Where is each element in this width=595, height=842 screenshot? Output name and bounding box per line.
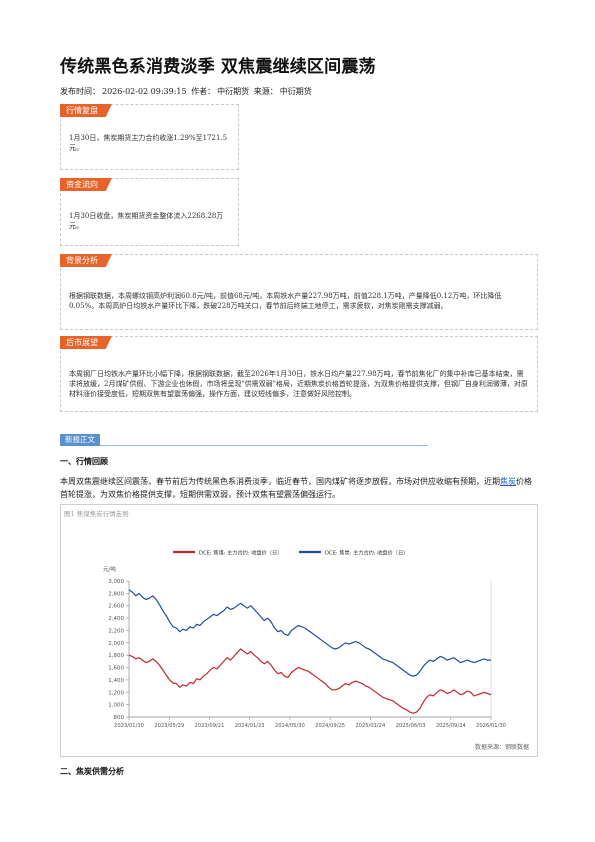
x-tick-label: 2026/01/30 bbox=[476, 723, 506, 729]
x-tick-label: 2023/05/29 bbox=[154, 723, 184, 729]
fund-flow-box: 资金流向 1月30日收盘，焦炭期货资金整体流入2268.28万元。 bbox=[60, 178, 239, 246]
fund-flow-text: 1月30日收盘，焦炭期货资金整体流入2268.28万元。 bbox=[69, 212, 224, 230]
y-tick-label: 1,800 bbox=[108, 653, 124, 659]
outlook-box: 后市展望 本周钢厂日均铁水产量环比小幅下降，根据钢联数据，截至2026年1月30… bbox=[60, 336, 538, 412]
market-review-box: 行情复盘 1月30日，焦炭期货主力合约收涨1.29%至1721.5元。 bbox=[60, 104, 239, 170]
price-chart: 图1 焦煤焦炭行情走势 DCE: 焦煤: 主力合约: 收盘价（日） DCE: 焦炭… bbox=[60, 504, 538, 757]
x-tick-label: 2024/09/25 bbox=[315, 723, 345, 729]
y-tick-label: 2,000 bbox=[108, 641, 124, 647]
coke-link[interactable]: 焦炭 bbox=[500, 477, 516, 486]
x-tick-label: 2025/06/03 bbox=[396, 723, 426, 729]
y-axis-label: 元/吨 bbox=[103, 565, 116, 573]
background-analysis-text: 根据钢联数据，本周螺纹钢高炉利润60.8元/吨，前值68元/吨，本周铁水产量22… bbox=[69, 292, 502, 310]
outlook-text: 本周钢厂日均铁水产量环比小幅下降，根据钢联数据，截至2026年1月30日，铁水日… bbox=[69, 370, 528, 398]
x-tick-label: 2025/09/24 bbox=[436, 723, 467, 729]
author-label: 作者： bbox=[191, 87, 216, 96]
y-tick-label: 1,600 bbox=[108, 666, 124, 672]
fund-flow-tag: 资金流向 bbox=[60, 178, 112, 191]
section-header: 新报正文 bbox=[60, 434, 428, 446]
x-tick-label: 2024/01/23 bbox=[235, 723, 265, 729]
legend-label: DCE: 焦煤: 主力合约: 收盘价（日） bbox=[199, 549, 282, 557]
article-meta: 发布时间： 2026-02-02 09:39:15 作者： 中衍期货 来源： 中衍期货 bbox=[60, 86, 314, 97]
x-tick-label: 2023/01/30 bbox=[114, 723, 144, 729]
section1-paragraph: 本周双焦震继续区间震荡，春节前后为传统黑色系消费淡季，临近春节，国内煤矿将逐步放… bbox=[60, 475, 538, 501]
author-name: 中衍期货 bbox=[217, 87, 250, 96]
series-line-coking-coal bbox=[128, 648, 492, 714]
y-tick-label: 1,200 bbox=[108, 690, 124, 696]
y-tick-label: 2,800 bbox=[108, 591, 124, 597]
y-tick-label: 3,000 bbox=[108, 579, 124, 585]
para-text-after: 价格首轮提涨，为双焦价格提供支撑，短期供需双弱，预计双焦有望震荡偏强运行。 bbox=[60, 477, 532, 499]
y-tick-label: 2,200 bbox=[108, 628, 124, 634]
chart-caption: 图1 焦煤焦炭行情走势 bbox=[64, 510, 129, 518]
source-label: 来源： bbox=[253, 87, 278, 96]
y-tick-label: 1,400 bbox=[108, 678, 124, 684]
chart-source: 数据来源：钢联数据 bbox=[474, 744, 529, 751]
source-name: 中衍期货 bbox=[279, 87, 312, 96]
section-label: 新报正文 bbox=[60, 434, 100, 446]
y-tick-label: 1,000 bbox=[108, 703, 124, 709]
background-analysis-tag: 背景分析 bbox=[60, 254, 112, 267]
x-tick-label: 2023/09/21 bbox=[194, 723, 224, 729]
market-review-text: 1月30日，焦炭期货主力合约收涨1.29%至1721.5元。 bbox=[69, 134, 228, 152]
legend-label: DCE: 焦炭: 主力合约: 收盘价（日） bbox=[325, 549, 408, 557]
section1-heading: 一、行情回顾 bbox=[60, 457, 108, 466]
article-title: 传统黑色系消费淡季 双焦震继续区间震荡 bbox=[60, 57, 376, 77]
y-tick-label: 800 bbox=[114, 715, 125, 721]
y-tick-label: 2,400 bbox=[108, 616, 124, 622]
outlook-tag: 后市展望 bbox=[60, 336, 112, 349]
market-review-tag: 行情复盘 bbox=[60, 104, 112, 117]
para-text-before: 本周双焦震继续区间震荡，春节前后为传统黑色系消费淡季，临近春节，国内煤矿将逐步放… bbox=[60, 477, 500, 486]
x-tick-label: 2024/05/30 bbox=[275, 723, 305, 729]
section2-heading: 二、焦炭供需分析 bbox=[60, 767, 124, 776]
y-tick-label: 2,600 bbox=[108, 604, 124, 610]
x-tick-label: 2025/01/24 bbox=[355, 723, 386, 729]
price-chart-svg: DCE: 焦煤: 主力合约: 收盘价（日） DCE: 焦炭: 主力合约: 收盘价（… bbox=[103, 549, 506, 730]
series-line-coke bbox=[128, 589, 491, 677]
publish-label: 发布时间： bbox=[60, 87, 100, 96]
background-analysis-box: 背景分析 根据钢联数据，本周螺纹钢高炉利润60.8元/吨，前值68元/吨，本周铁… bbox=[60, 254, 538, 330]
publish-time: 2026-02-02 09:39:15 bbox=[102, 87, 187, 96]
